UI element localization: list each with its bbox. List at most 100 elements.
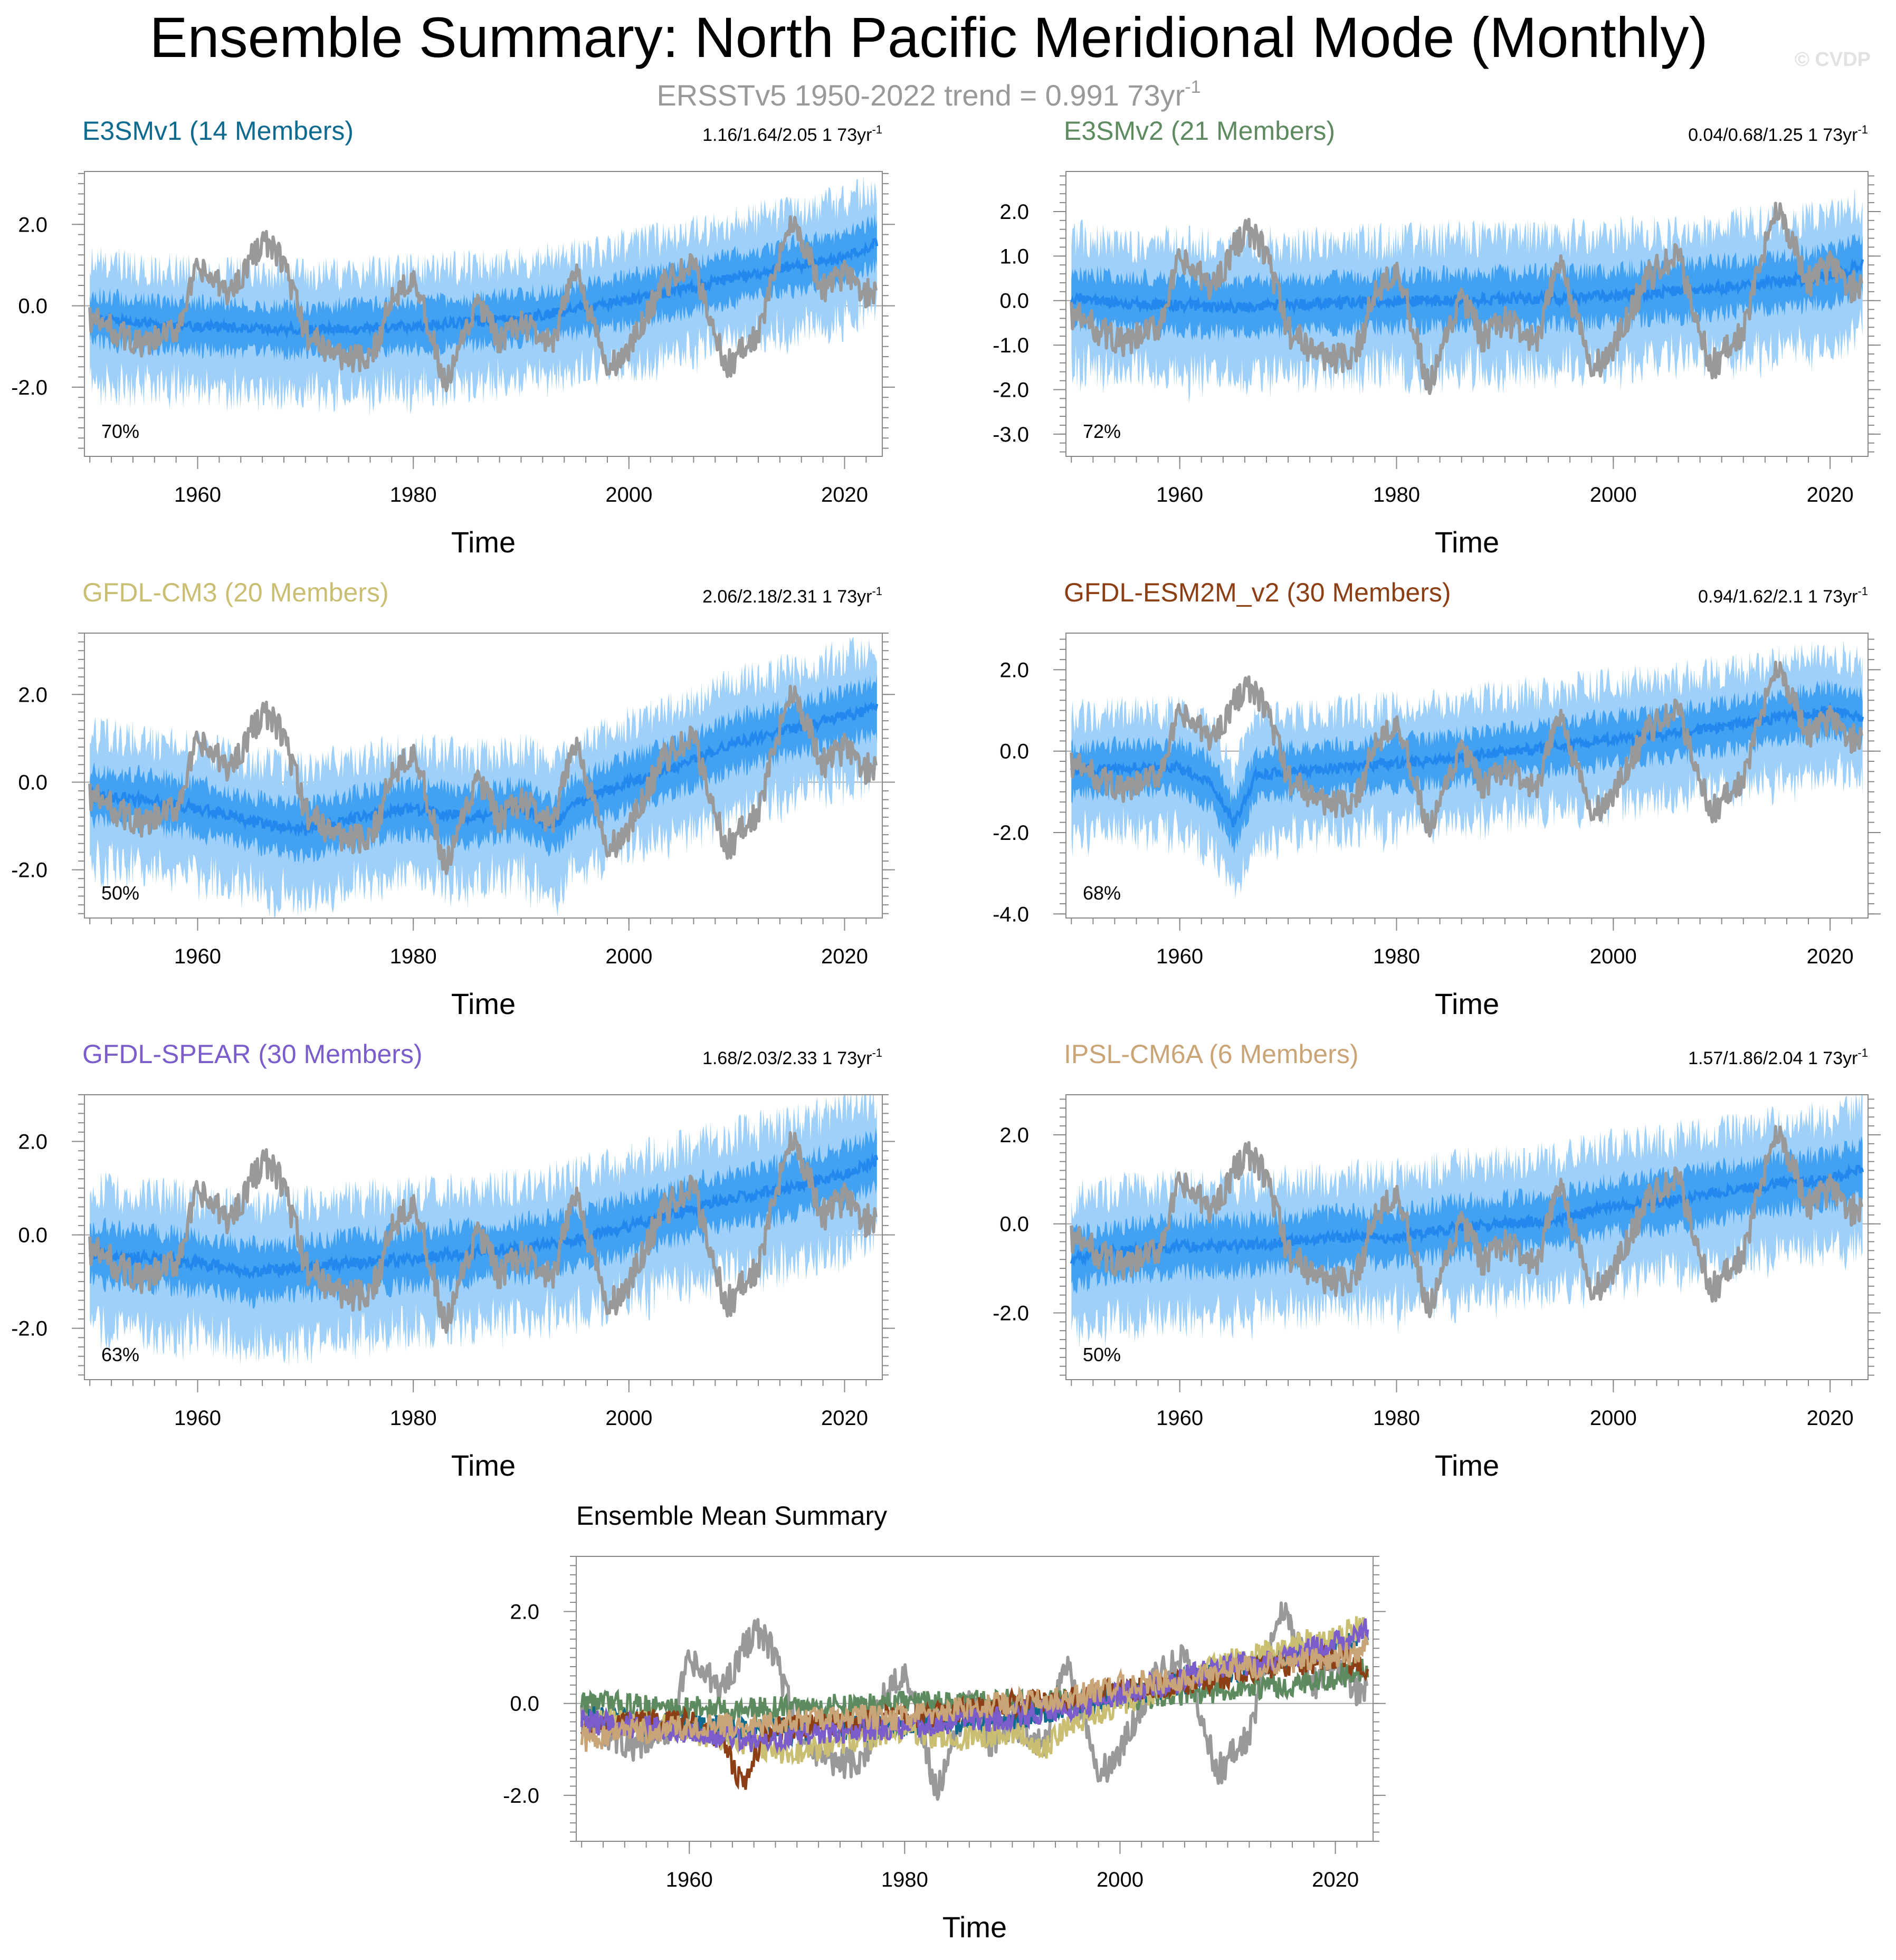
x-tick-label: 1980	[1373, 1407, 1420, 1430]
x-tick-label: 1980	[1373, 483, 1420, 506]
observed-ersstv5-line	[88, 1131, 878, 1334]
figure-title: Ensemble Summary: North Pacific Meridion…	[149, 5, 1708, 69]
x-tick-label: 2000	[1590, 1407, 1637, 1430]
x-axis-label: Time	[942, 1910, 1007, 1944]
x-tick-label: 2000	[605, 945, 652, 968]
x-tick-label: 2020	[1807, 1407, 1854, 1430]
ensemble-mean-line	[88, 701, 879, 837]
x-axis-label: Time	[451, 525, 516, 559]
x-tick-label: 2020	[821, 1407, 868, 1430]
y-tick-label: 2.0	[18, 1131, 47, 1154]
trend-exponent: -1	[1857, 585, 1868, 598]
percent-label: 50%	[101, 882, 139, 904]
y-tick-label: 0.0	[18, 295, 47, 318]
x-tick-label: 2020	[821, 945, 868, 968]
x-tick-label: 2020	[821, 483, 868, 506]
panel-title: Ensemble Mean Summary	[576, 1501, 887, 1531]
x-tick-label: 2020	[1807, 945, 1854, 968]
x-tick-label: 1960	[1156, 1407, 1203, 1430]
ensemble-mean-line	[88, 237, 879, 339]
y-tick-label: 2.0	[18, 683, 47, 706]
panel-title: GFDL-SPEAR (30 Members)	[82, 1039, 423, 1069]
x-tick-label: 2000	[605, 483, 652, 506]
ensemble-spread-inner	[90, 1127, 877, 1309]
ensemble-spread-outer	[90, 1095, 877, 1367]
y-tick-label: -2.0	[993, 1302, 1029, 1325]
x-tick-label: 1960	[174, 1407, 221, 1430]
plot-frame	[84, 1094, 883, 1380]
panel-title: E3SMv1 (14 Members)	[82, 116, 354, 146]
y-tick-label: 0.0	[999, 1213, 1029, 1236]
ensemble-spread-inner	[90, 673, 877, 865]
x-tick-label: 2020	[1807, 483, 1854, 506]
percent-label: 68%	[1083, 882, 1121, 904]
observed-ersstv5-line	[88, 684, 878, 875]
panel-title: GFDL-CM3 (20 Members)	[82, 578, 389, 607]
chart-panel-e3smv2: E3SMv2 (21 Members) 0.04/0.68/1.25 1 73yr…	[993, 116, 1881, 559]
observed-ersstv5-line	[1070, 202, 1864, 395]
plot-frame	[1065, 633, 1869, 919]
plot-frame	[576, 1556, 1374, 1842]
y-tick-label: 2.0	[999, 200, 1029, 224]
y-tick-label: -2.0	[11, 376, 47, 399]
trend-value: 1.16/1.64/2.05 1 73yr	[702, 125, 872, 145]
trend-value: 1.68/2.03/2.33 1 73yr	[702, 1048, 872, 1068]
y-tick-label: 0.0	[510, 1693, 539, 1716]
trend-exponent: -1	[872, 585, 882, 598]
y-tick-label: 0.0	[999, 740, 1029, 763]
y-tick-label: -1.0	[993, 334, 1029, 357]
x-tick-label: 1980	[390, 945, 437, 968]
plot-frame	[84, 171, 883, 457]
trend-label: 0.94/1.62/2.1 1 73yr-1	[1698, 585, 1868, 607]
percent-label: 70%	[101, 420, 139, 442]
panel-title: IPSL-CM6A (6 Members)	[1064, 1039, 1358, 1069]
y-tick-label: 0.0	[18, 771, 47, 794]
x-tick-label: 1960	[1156, 483, 1203, 506]
chart-panel-ensemble-mean-summary: Ensemble Mean Summary -2.0 0.0 2.0 1960 1980 2…	[503, 1501, 1386, 1944]
percent-label: 50%	[1083, 1344, 1121, 1365]
y-tick-label: -2.0	[11, 859, 47, 882]
chart-panel-gfdl-esm2m-v2: GFDL-ESM2M_v2 (30 Members) 0.94/1.62/2.1 …	[993, 578, 1881, 1020]
trend-exponent: -1	[1857, 123, 1868, 136]
x-tick-label: 1980	[1373, 945, 1420, 968]
y-tick-label: 0.0	[999, 290, 1029, 313]
trend-label: 1.16/1.64/2.05 1 73yr-1	[702, 123, 882, 145]
x-axis-label: Time	[1435, 1449, 1499, 1482]
trend-label: 0.04/0.68/1.25 1 73yr-1	[1688, 123, 1868, 145]
chart-panel-gfdl-cm3: GFDL-CM3 (20 Members) 2.06/2.18/2.31 1 73…	[11, 578, 895, 1020]
y-tick-label: -2.0	[993, 378, 1029, 401]
trend-label: 1.57/1.86/2.04 1 73yr-1	[1688, 1046, 1868, 1068]
series-e3smv2	[580, 1659, 1369, 1726]
cvdp-watermark: © CVDP	[1795, 49, 1871, 71]
x-tick-label: 1960	[174, 945, 221, 968]
x-tick-label: 1960	[666, 1868, 713, 1891]
y-tick-label: 0.0	[18, 1224, 47, 1247]
y-tick-label: -2.0	[503, 1784, 539, 1808]
x-tick-label: 2020	[1312, 1868, 1359, 1891]
observed-ersstv5-line	[1070, 1125, 1864, 1318]
panel-title: E3SMv2 (21 Members)	[1064, 116, 1335, 146]
trend-value: 0.94/1.62/2.1 1 73yr	[1698, 587, 1857, 607]
observed-ersstv5-line	[88, 215, 878, 393]
x-tick-label: 1980	[390, 1407, 437, 1430]
ensemble-spread-inner	[90, 213, 877, 362]
percent-label: 63%	[101, 1344, 139, 1365]
y-tick-label: 2.0	[510, 1601, 539, 1624]
x-tick-label: 2000	[1097, 1868, 1144, 1891]
trend-value: 2.06/2.18/2.31 1 73yr	[702, 587, 872, 607]
trend-label: 1.68/2.03/2.33 1 73yr-1	[702, 1046, 882, 1068]
y-tick-label: 2.0	[18, 213, 47, 236]
y-tick-label: -3.0	[993, 423, 1029, 446]
x-tick-label: 2000	[1590, 483, 1637, 506]
chart-panel-ipsl-cm6a: IPSL-CM6A (6 Members) 1.57/1.86/2.04 1 73…	[993, 1039, 1881, 1482]
subtitle-exponent: -1	[1185, 77, 1201, 97]
x-axis-label: Time	[451, 987, 516, 1020]
plot-frame	[1065, 1094, 1869, 1380]
y-tick-label: 2.0	[999, 1124, 1029, 1147]
y-tick-label: -4.0	[993, 903, 1029, 926]
series-ipsl-cm6a	[580, 1634, 1369, 1752]
y-tick-label: -2.0	[993, 821, 1029, 845]
subtitle-main: ERSSTv5 1950-2022 trend = 0.991 73yr	[656, 79, 1185, 112]
chart-panel-e3smv1: E3SMv1 (14 Members) 1.16/1.64/2.05 1 73yr…	[11, 116, 895, 559]
x-tick-label: 2000	[605, 1407, 652, 1430]
